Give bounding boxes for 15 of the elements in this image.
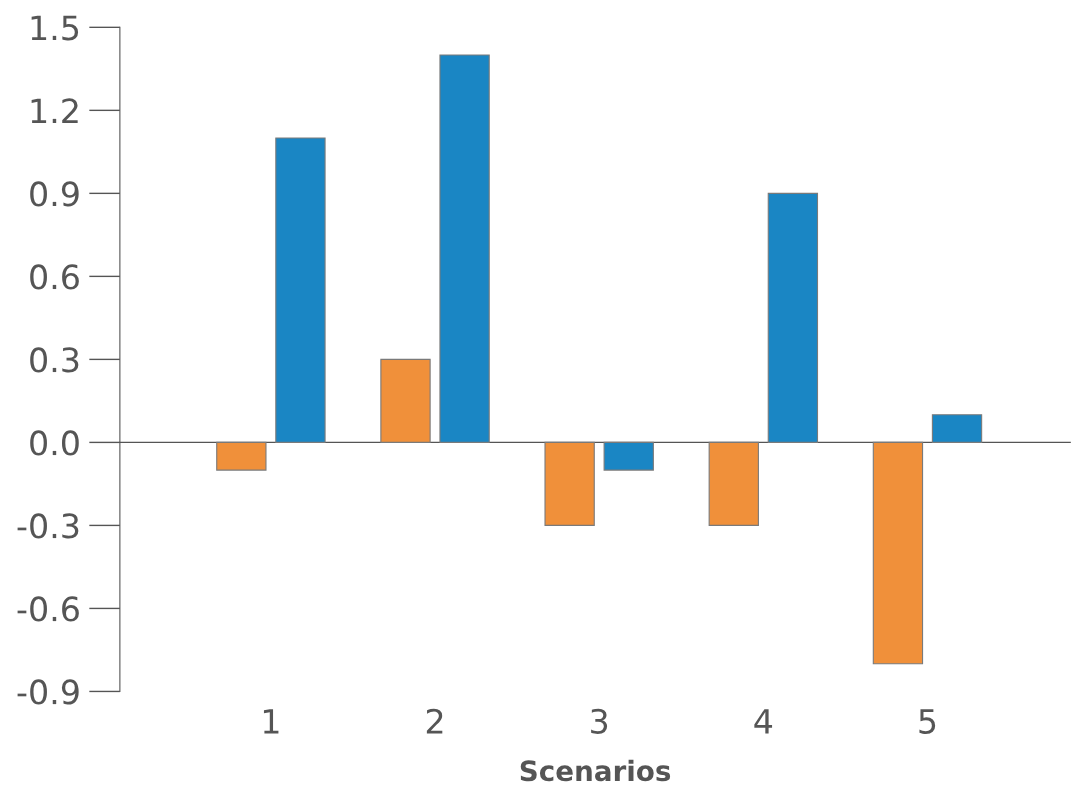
y-tick-label: 1.5 (31, 15, 79, 41)
y-tick-label: 0.3 (30, 347, 79, 373)
x-tick-label: 4 (754, 709, 773, 734)
x-tick-label: 3 (591, 708, 608, 734)
y-tick-label: 0.0 (30, 430, 79, 456)
x-tick-label: 2 (426, 708, 443, 734)
y-tick-label: 1.2 (31, 98, 78, 124)
y-tick-label: 0.6 (30, 264, 79, 290)
y-tick-label: -0.6 (17, 596, 79, 622)
y-tick-label: 0.9 (30, 181, 79, 207)
y-tick-label: -0.3 (17, 513, 79, 539)
x-tick-label: 1 (263, 709, 279, 734)
y-tick-label: -0.9 (17, 679, 79, 705)
x-tick-label: 5 (919, 709, 936, 734)
x-axis-title: Scenarios (520, 759, 671, 782)
